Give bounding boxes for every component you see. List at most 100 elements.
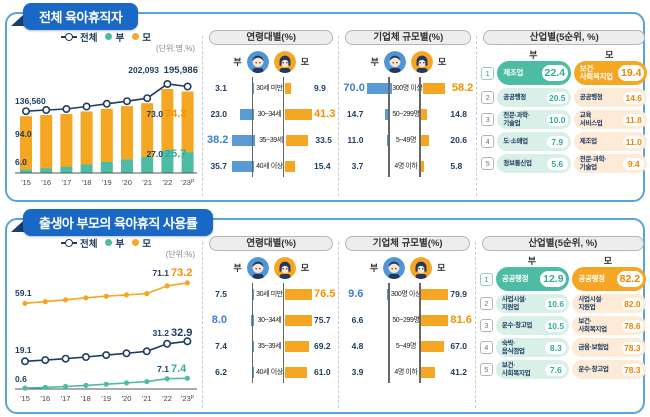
industry-name: 운수·창고업 xyxy=(578,365,609,373)
rank-badge: 2 xyxy=(481,91,495,104)
industry-name: 전문·과학· 기술업 xyxy=(503,112,530,127)
industry-name: 사업시설· 지원업 xyxy=(578,296,603,311)
age-paired-bars: 부 모 3.1 30세 미만 9.9 23.0 30~34세 41.3 38.2 35~39세 3… xyxy=(207,48,335,179)
age-section-header: 연령대별(%) xyxy=(209,30,334,45)
mother-label: 모 xyxy=(437,57,447,67)
mother-bar xyxy=(421,314,449,326)
rank-badge: 3 xyxy=(479,319,493,332)
zone-divider xyxy=(202,36,204,196)
company-paired-bars: 부 모 9.6 300명 이상 79.9 6.6 50~299명 81.6 4.8 5~49명 6… xyxy=(343,254,472,385)
father-label: 부 xyxy=(369,263,379,273)
father-avatar-icon xyxy=(246,256,269,279)
axis-line xyxy=(252,283,254,383)
company-paired-bars: 부 모 70.0 300명 이상 58.2 14.7 50~299명 14.8 11.0 5~4… xyxy=(343,48,473,179)
mother-bar xyxy=(421,134,430,146)
industry-value: 10.0 xyxy=(546,113,568,126)
legend-father-label: 부 xyxy=(115,238,125,250)
category-label: 5~49명 xyxy=(395,343,417,350)
svg-text:'18: '18 xyxy=(82,178,92,187)
svg-text:32.9: 32.9 xyxy=(171,327,192,339)
mother-value: 9.9 xyxy=(314,83,326,93)
paired-bar-row: 7.5 30세 미만 76.5 xyxy=(207,281,335,307)
svg-text:'20: '20 xyxy=(122,178,132,187)
rank-badge: 1 xyxy=(479,272,493,286)
paired-bar-row: 23.0 30~34세 41.3 xyxy=(207,101,335,127)
svg-text:202,093: 202,093 xyxy=(128,65,159,75)
industry-value: 7.6 xyxy=(545,363,567,376)
father-industry-pill: 정보통신업 5.6 xyxy=(497,154,571,173)
legend-total-label: 전체 xyxy=(80,32,98,44)
svg-text:'16: '16 xyxy=(40,394,50,403)
mother-value: 41.2 xyxy=(450,367,467,377)
father-value: 4.8 xyxy=(351,341,364,351)
industry-value: 20.5 xyxy=(546,91,568,104)
mother-bar xyxy=(421,108,428,120)
industry-section-2: 산업별(5순위, %) 부 모 1 공공행정 12.9 공공행정 82.2 2 사업시설· … xyxy=(479,236,646,410)
axis-line xyxy=(419,283,421,383)
paired-bar-row: 70.0 300명 이상 58.2 xyxy=(343,75,473,101)
industry-name: 보건· 사회복지업 xyxy=(579,63,613,81)
father-industry-pill: 도·소매업 7.9 xyxy=(497,132,571,151)
svg-text:27.0: 27.0 xyxy=(146,149,163,159)
svg-text:31.2: 31.2 xyxy=(152,328,169,338)
rank-badge: 5 xyxy=(481,157,495,170)
industry-ranking-list: 1 제조업 22.4 보건· 사회복지업 19.4 2 공공행정 20.5 공공행정 14.6 3 전… xyxy=(481,61,648,173)
svg-text:94.0: 94.0 xyxy=(15,129,32,139)
industry-row: 5 보건· 사회복지업 7.6 운수·창고업 78.3 xyxy=(479,360,646,379)
gender-avatars: 부 모 xyxy=(207,48,335,75)
mother-dot-icon xyxy=(132,33,140,40)
svg-text:74.3: 74.3 xyxy=(165,108,186,120)
zone-divider xyxy=(476,36,478,196)
industry-ranking-list: 1 공공행정 12.9 공공행정 82.2 2 사업시설· 지원업 10.6 사업시설· 지원업… xyxy=(479,267,646,379)
industry-value: 11.0 xyxy=(623,135,645,148)
father-value: 9.6 xyxy=(348,288,364,300)
category-label: 4명 이하 xyxy=(394,369,418,376)
axis-line xyxy=(283,283,285,383)
age-section-2: 연령대별(%) 부 모 7.5 30세 미만 76.5 8.0 30~34세 75.7 7.4… xyxy=(207,236,335,410)
paired-bar-row: 3.9 4명 이하 41.2 xyxy=(343,359,471,385)
paired-bar-row: 8.0 30~34세 75.7 xyxy=(207,307,335,333)
paired-bar-row: 7.4 35~39세 69.2 xyxy=(207,333,335,359)
industry-mother-col: 모 xyxy=(603,256,612,266)
mother-value: 14.8 xyxy=(450,109,467,119)
father-avatar-icon xyxy=(383,256,406,279)
industry-value: 5.6 xyxy=(546,157,568,170)
mother-avatar-icon xyxy=(410,256,433,279)
industry-row: 3 전문·과학· 기술업 10.0 교육 서비스업 11.8 xyxy=(481,110,648,129)
mother-value: 20.6 xyxy=(450,135,467,145)
father-value: 70.0 xyxy=(343,82,365,94)
category-label: 5~49명 xyxy=(395,137,417,144)
father-value: 35.7 xyxy=(210,161,227,171)
mother-bar xyxy=(285,366,307,378)
father-industry-pill: 공공행정 12.9 xyxy=(495,267,570,291)
company-section-1: 기업체 규모별(%) 부 모 70.0 300명 이상 58.2 14.7 50~299명… xyxy=(343,30,473,198)
legend-father-label: 부 xyxy=(115,32,125,44)
mother-industry-pill: 사업시설· 지원업 82.0 xyxy=(572,294,646,313)
company-section-header: 기업체 규모별(%) xyxy=(345,236,470,251)
panel2-title: 출생아 부모의 육아휴직 사용률 xyxy=(23,209,214,236)
father-value: 23.0 xyxy=(210,109,227,119)
category-label: 30~34세 xyxy=(257,317,282,324)
mother-bar xyxy=(285,288,312,300)
industry-section-1: 산업별(5순위, %) 부 모 1 제조업 22.4 보건· 사회복지업 19.4 2 공공… xyxy=(481,30,648,198)
father-bar xyxy=(232,160,254,172)
stacked-bar-line-chart: '15 '16 '17 '18 '19 '20 '21 '22 '23p 136,560 202,0… xyxy=(13,53,199,198)
father-value: 8.0 xyxy=(211,314,227,326)
industry-name: 제조업 xyxy=(579,137,597,145)
svg-text:6.0: 6.0 xyxy=(15,157,27,167)
total-line-marker-icon xyxy=(61,238,77,247)
trend-chart-zone-2: 전체 부 모 (단위:%) '15 '16 '17 '18 '19 '20 '21 '22 '2… xyxy=(13,236,199,410)
legend-total-label: 전체 xyxy=(80,238,98,250)
gender-avatars: 부 모 xyxy=(343,254,471,281)
industry-row: 4 도·소매업 7.9 제조업 11.0 xyxy=(481,132,648,151)
svg-text:'15: '15 xyxy=(20,394,30,403)
age-paired-bars: 부 모 7.5 30세 미만 76.5 8.0 30~34세 75.7 7.4 35~39세 69… xyxy=(207,254,335,385)
svg-text:'21: '21 xyxy=(142,394,152,403)
unit-label: (단위:명,%) xyxy=(156,44,195,53)
paired-bar-row: 35.7 40세 이상 15.4 xyxy=(207,153,335,179)
legend-mother-label: 모 xyxy=(142,32,151,44)
zone-divider xyxy=(338,242,340,408)
paired-bar-rows: 7.5 30세 미만 76.5 8.0 30~34세 75.7 7.4 35~39세 69.2 6… xyxy=(207,281,335,385)
industry-value: 10.6 xyxy=(545,297,567,310)
industry-name: 공공행정 xyxy=(578,273,605,283)
